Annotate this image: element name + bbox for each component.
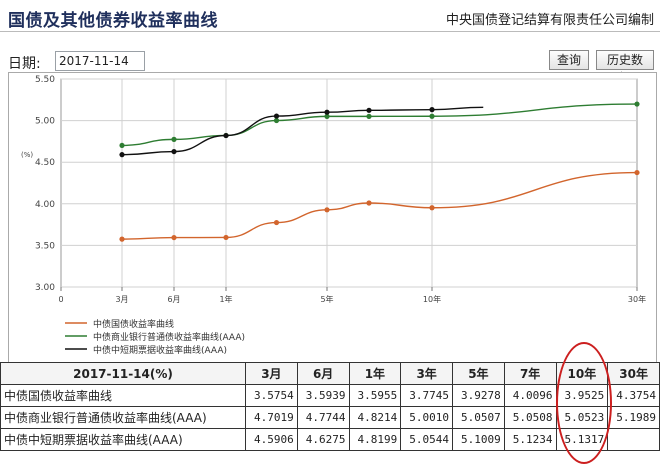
yield-curve-chart: 3.00 3.50 4.00 4.50 5.00 5.50 (%) 0 3月 6月 1年 5年 10年 3…: [8, 72, 657, 366]
series-point-0: [171, 234, 177, 241]
series-point-0: [324, 207, 330, 213]
y-tick-label: 4.50: [35, 158, 55, 168]
table-cell: 5.0544: [400, 428, 453, 451]
table-header-col: 6月: [296, 362, 350, 385]
table-header-date: 2017-11-14(%): [0, 362, 246, 385]
series-point-0: [223, 234, 229, 241]
date-input[interactable]: [55, 51, 145, 71]
series-point-2: [119, 152, 125, 158]
history-data-button[interactable]: 历史数据: [596, 50, 654, 85]
series-point-1: [273, 117, 280, 124]
series-point-2: [171, 148, 177, 155]
series-point-1: [366, 113, 372, 119]
series-line-1: [121, 103, 638, 147]
table-cell: 3.9525: [555, 384, 609, 407]
table-row-name: 中债中短期票据收益率曲线(AAA): [0, 428, 246, 451]
series-point-0: [366, 200, 372, 206]
table-cell: 5.0523: [555, 406, 609, 429]
x-tick-label: 10年: [423, 294, 441, 304]
table-cell: 5.1317: [555, 428, 609, 451]
x-tick-label: 1年: [219, 294, 232, 304]
legend-label-2: 中债中短期票据收益率曲线(AAA): [93, 344, 227, 356]
series-point-0: [273, 219, 280, 226]
series-point-1: [119, 142, 125, 149]
x-tick-label: 5年: [320, 294, 333, 304]
table-cell: 4.6275: [296, 428, 350, 451]
table-cell: 4.0096: [503, 384, 557, 407]
table-row-name: 中债国债收益率曲线: [0, 384, 246, 407]
table-header-row: 2017-11-14(%) 3月 6月 1年 3年 5年 7年 10年 30年: [0, 362, 660, 385]
table-header-col: 3年: [400, 362, 453, 385]
x-tick-label: 30年: [628, 294, 646, 304]
table-header-col: 3月: [245, 362, 298, 385]
publisher-label: 中央国债登记结算有限责任公司编制: [445, 13, 654, 28]
y-tick-label: 5.00: [35, 117, 55, 127]
series-point-1: [324, 113, 330, 119]
table-cell: 4.5906: [245, 428, 298, 451]
y-tick-label: 4.00: [35, 200, 55, 210]
page-title: 国债及其他债券收益率曲线: [8, 11, 218, 31]
series-point-2: [223, 132, 229, 139]
table-cell: 3.9278: [452, 384, 505, 407]
series-point-2: [366, 107, 372, 113]
table-row: 中债商业银行普通债收益率曲线(AAA) 4.7019 4.7744 4.8214 5.0…: [0, 406, 660, 429]
yield-table: 2017-11-14(%) 3月 6月 1年 3年 5年 7年 10年 30年 中债国债收益率…: [0, 362, 660, 451]
date-label: 日期:: [8, 56, 41, 72]
series-point-2: [429, 107, 435, 113]
series-point-0: [429, 205, 435, 211]
table-cell: 3.5754: [245, 384, 298, 407]
series-point-2: [273, 113, 280, 119]
table-cell: 4.3754: [607, 384, 660, 407]
table-row: 中债中短期票据收益率曲线(AAA) 4.5906 4.6275 4.8199 5.054…: [0, 428, 660, 451]
query-button[interactable]: 查询: [549, 50, 589, 70]
table-cell: 5.0507: [452, 406, 505, 429]
x-tick-label: 3月: [115, 295, 128, 304]
table-cell: [607, 428, 660, 451]
table-cell: 3.5939: [296, 384, 350, 407]
x-tick-label: 0: [58, 295, 63, 304]
y-tick-label: 3.00: [35, 283, 55, 293]
table-row-name: 中债商业银行普通债收益率曲线(AAA): [0, 406, 246, 429]
table-header-col: 1年: [348, 362, 402, 385]
legend-label-0: 中债国债收益率曲线: [93, 318, 174, 330]
table-cell: 5.1009: [452, 428, 505, 451]
table-cell: 5.0010: [400, 406, 453, 429]
series-point-0: [634, 169, 640, 176]
series-point-0: [119, 236, 125, 242]
table-cell: 4.8214: [348, 406, 402, 429]
table-cell: 5.1989: [607, 406, 660, 429]
plot-area: [60, 78, 638, 288]
header-divider: [0, 31, 660, 32]
series-line-2: [121, 106, 484, 156]
series-point-1: [634, 101, 640, 107]
series-point-1: [171, 136, 177, 142]
y-tick-label: 3.50: [35, 241, 55, 251]
table-cell: 4.7019: [245, 406, 298, 429]
table-header-col: 7年: [503, 362, 557, 385]
series-point-1: [429, 113, 435, 119]
table-cell: 4.8199: [348, 428, 402, 451]
table-cell: 5.0508: [503, 406, 557, 429]
y-unit-label: (%): [21, 151, 33, 159]
table-header-col: 5年: [452, 362, 505, 385]
legend-label-1: 中债商业银行普通债收益率曲线(AAA): [93, 331, 245, 343]
chart-svg: 3.00 3.50 4.00 4.50 5.00 5.50 (%) 0 3月 6月 1年 5年 10年 3…: [21, 75, 646, 356]
y-tick-label: 5.50: [35, 75, 55, 85]
table-header-col: 30年: [607, 362, 660, 385]
x-tick-label: 6月: [167, 295, 180, 304]
table-cell: 3.5955: [348, 384, 402, 407]
table-header-col: 10年: [555, 362, 609, 385]
table-row: 中债国债收益率曲线 3.5754 3.5939 3.5955 3.7745 3.9278 4…: [0, 384, 660, 407]
table-cell: 5.1234: [503, 428, 557, 451]
table-cell: 3.7745: [400, 384, 453, 407]
table-cell: 4.7744: [296, 406, 350, 429]
series-point-2: [324, 109, 330, 115]
